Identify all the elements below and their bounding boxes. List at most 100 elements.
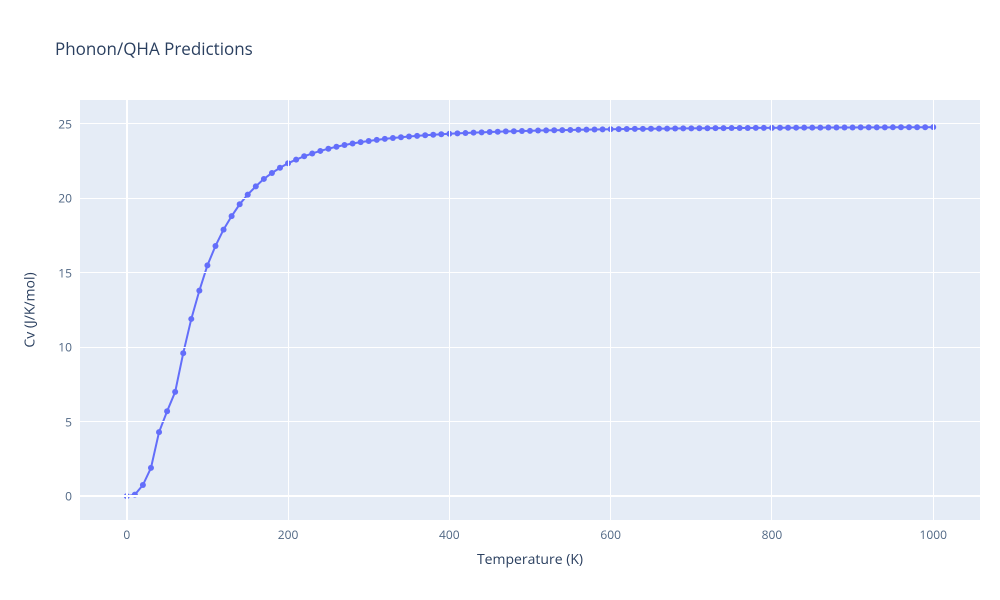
cv-marker[interactable] (672, 126, 678, 132)
cv-marker[interactable] (600, 126, 606, 132)
cv-marker[interactable] (753, 125, 759, 131)
cv-marker[interactable] (196, 288, 202, 294)
cv-marker[interactable] (680, 125, 686, 131)
cv-marker[interactable] (180, 350, 186, 356)
cv-marker[interactable] (761, 125, 767, 131)
cv-marker[interactable] (890, 124, 896, 130)
cv-marker[interactable] (632, 126, 638, 132)
cv-marker[interactable] (430, 132, 436, 138)
cv-marker[interactable] (406, 133, 412, 139)
cv-marker[interactable] (511, 128, 517, 134)
cv-marker[interactable] (825, 125, 831, 131)
cv-marker[interactable] (487, 129, 493, 135)
cv-marker[interactable] (866, 124, 872, 130)
cv-marker[interactable] (801, 125, 807, 131)
cv-marker[interactable] (729, 125, 735, 131)
cv-marker[interactable] (793, 125, 799, 131)
cv-marker[interactable] (462, 130, 468, 136)
cv-marker[interactable] (366, 138, 372, 144)
cv-marker[interactable] (850, 124, 856, 130)
cv-marker[interactable] (559, 127, 565, 133)
cv-marker[interactable] (583, 127, 589, 133)
y-tick-label: 20 (52, 190, 72, 207)
cv-marker[interactable] (898, 124, 904, 130)
cv-marker[interactable] (374, 137, 380, 143)
cv-marker[interactable] (277, 165, 283, 171)
cv-marker[interactable] (922, 124, 928, 130)
cv-marker[interactable] (551, 127, 557, 133)
cv-marker[interactable] (164, 408, 170, 414)
cv-marker[interactable] (221, 227, 227, 233)
cv-marker[interactable] (817, 125, 823, 131)
y-axis-label: Cv (J/K/mol) (21, 272, 40, 347)
cv-marker[interactable] (842, 124, 848, 130)
cv-marker[interactable] (535, 128, 541, 134)
cv-marker[interactable] (656, 126, 662, 132)
cv-marker[interactable] (438, 131, 444, 137)
cv-marker[interactable] (422, 132, 428, 138)
cv-marker[interactable] (140, 482, 146, 488)
cv-marker[interactable] (543, 127, 549, 133)
cv-marker[interactable] (172, 389, 178, 395)
cv-marker[interactable] (293, 157, 299, 163)
cv-marker[interactable] (785, 125, 791, 131)
cv-marker[interactable] (156, 429, 162, 435)
cv-marker[interactable] (704, 125, 710, 131)
cv-marker[interactable] (874, 124, 880, 130)
cv-marker[interactable] (648, 126, 654, 132)
cv-marker[interactable] (696, 125, 702, 131)
cv-marker[interactable] (382, 136, 388, 142)
cv-marker[interactable] (333, 144, 339, 150)
x-tick-label: 1000 (919, 526, 946, 543)
cv-marker[interactable] (906, 124, 912, 130)
cv-marker[interactable] (575, 127, 581, 133)
gridline-v (449, 100, 450, 520)
cv-marker[interactable] (809, 125, 815, 131)
cv-marker[interactable] (212, 243, 218, 249)
cv-marker[interactable] (495, 129, 501, 135)
cv-marker[interactable] (737, 125, 743, 131)
cv-marker[interactable] (358, 139, 364, 145)
cv-marker[interactable] (616, 126, 622, 132)
cv-marker[interactable] (204, 262, 210, 268)
cv-marker[interactable] (229, 213, 235, 219)
cv-marker[interactable] (188, 316, 194, 322)
cv-marker[interactable] (414, 133, 420, 139)
cv-marker[interactable] (301, 153, 307, 159)
cv-marker[interactable] (688, 125, 694, 131)
cv-marker[interactable] (527, 128, 533, 134)
cv-marker[interactable] (390, 135, 396, 141)
cv-marker[interactable] (592, 126, 598, 132)
cv-marker[interactable] (454, 130, 460, 136)
cv-marker[interactable] (664, 126, 670, 132)
cv-marker[interactable] (261, 176, 267, 182)
cv-marker[interactable] (745, 125, 751, 131)
cv-marker[interactable] (712, 125, 718, 131)
x-tick-label: 0 (123, 526, 130, 543)
cv-marker[interactable] (519, 128, 525, 134)
cv-marker[interactable] (567, 127, 573, 133)
cv-marker[interactable] (309, 150, 315, 156)
cv-marker[interactable] (914, 124, 920, 130)
cv-marker[interactable] (479, 129, 485, 135)
cv-marker[interactable] (882, 124, 888, 130)
cv-marker[interactable] (317, 148, 323, 154)
cv-marker[interactable] (833, 125, 839, 131)
cv-marker[interactable] (237, 201, 243, 207)
cv-marker[interactable] (253, 183, 259, 189)
cv-marker[interactable] (269, 170, 275, 176)
cv-marker[interactable] (350, 140, 356, 146)
cv-marker[interactable] (640, 126, 646, 132)
cv-marker[interactable] (245, 192, 251, 198)
cv-marker[interactable] (503, 128, 509, 134)
gridline-v (126, 100, 128, 520)
cv-marker[interactable] (325, 146, 331, 152)
cv-marker[interactable] (721, 125, 727, 131)
cv-marker[interactable] (342, 142, 348, 148)
cv-marker[interactable] (624, 126, 630, 132)
cv-marker[interactable] (777, 125, 783, 131)
cv-marker[interactable] (148, 465, 154, 471)
cv-marker[interactable] (398, 134, 404, 140)
cv-marker[interactable] (858, 124, 864, 130)
cv-marker[interactable] (471, 130, 477, 136)
